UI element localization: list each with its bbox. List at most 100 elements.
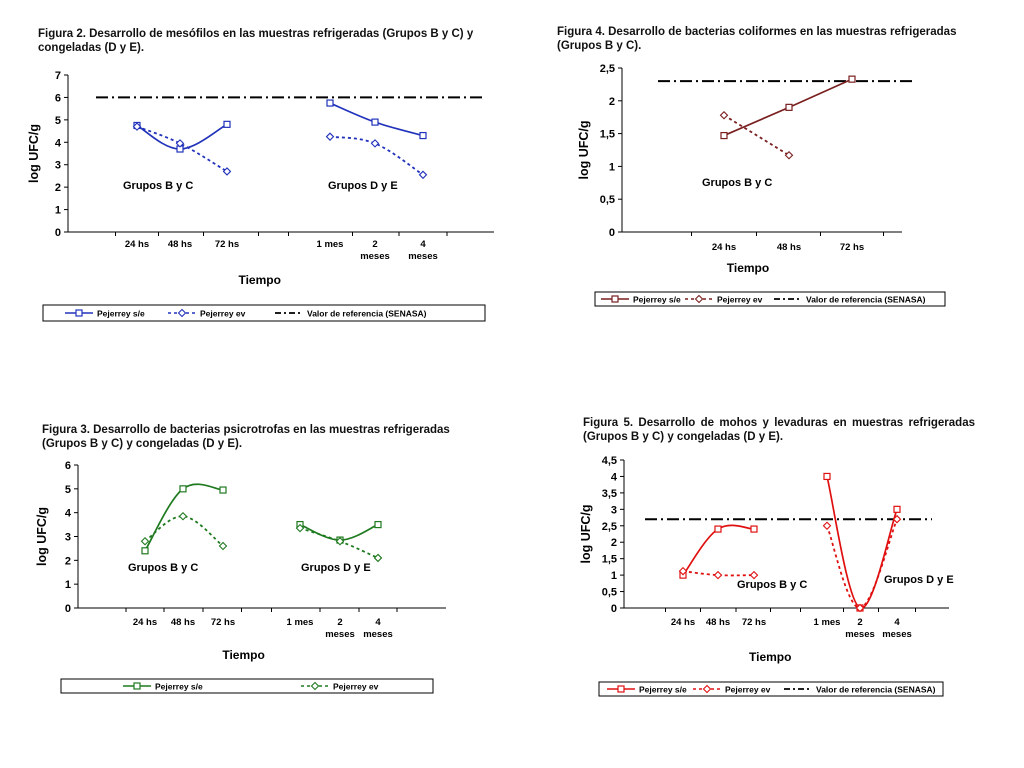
- data-point-ev: [418, 170, 428, 180]
- x-tick-label: 4: [894, 617, 900, 628]
- y-tick-label: 0: [55, 227, 61, 239]
- x-tick-label: 4: [420, 239, 426, 250]
- x-tick-label: 48 hs: [777, 242, 801, 253]
- legend-label: Pejerrey s/e: [155, 682, 203, 692]
- y-tick-label: 6: [55, 92, 61, 104]
- data-point-se: [823, 472, 831, 481]
- x-tick-label: meses: [363, 629, 393, 640]
- data-point-ev: [855, 603, 865, 613]
- legend-label: Pejerrey s/e: [97, 309, 145, 319]
- series-line-ev: [723, 114, 790, 157]
- chart-figure-5: 0 0,5 1 1,5 2 2,5 3 3,5 4 4,5 24 hs 48 hs 72 hs 1 mes…: [579, 455, 954, 697]
- y-tick-label: 1: [55, 205, 61, 217]
- y-tick-label: 2: [609, 96, 615, 108]
- x-tick-label: 1 mes: [287, 617, 314, 628]
- y-tick-label: 1,5: [600, 129, 615, 141]
- chart-figure-4: 0 0,5 1 1,5 2 2,5 24 hs 48 hs 72 hs Tiempo log UFC…: [577, 63, 946, 307]
- y-tick-label: 2: [611, 537, 617, 549]
- data-point-se: [223, 120, 231, 128]
- x-tick-label: 72 hs: [840, 242, 864, 253]
- data-point-ev: [749, 570, 759, 580]
- group-label: Grupos B y C: [123, 180, 193, 192]
- x-tick-label: 24 hs: [671, 617, 695, 628]
- group-label: Grupos D y E: [328, 180, 398, 192]
- legend-label: Pejerrey ev: [333, 682, 379, 692]
- y-tick-label: 7: [55, 70, 61, 82]
- x-tick-label: 72 hs: [215, 239, 239, 250]
- legend-label: Valor de referencia (SENASA): [307, 309, 427, 319]
- x-tick-label: 48 hs: [168, 239, 192, 250]
- data-point-se: [720, 131, 728, 140]
- x-tick-label: 48 hs: [171, 617, 195, 628]
- legend-box: [594, 291, 946, 307]
- x-tick-label: 72 hs: [742, 617, 766, 628]
- series-line-se: [826, 476, 898, 609]
- data-point-se: [141, 547, 149, 555]
- y-axis-title: log UFC/g: [35, 507, 49, 566]
- y-axis-title: log UFC/g: [27, 124, 41, 183]
- data-point-ev: [719, 110, 729, 120]
- y-tick-label: 0: [611, 603, 617, 615]
- group-label: Grupos B y C: [702, 177, 772, 189]
- group-label: Grupos B y C: [128, 562, 198, 574]
- group-label: Grupos D y E: [884, 574, 954, 586]
- data-point-ev: [822, 521, 832, 531]
- data-point-ev: [132, 122, 142, 131]
- data-point-ev: [175, 139, 185, 148]
- y-axis-title: log UFC/g: [579, 504, 593, 563]
- legend-swatch-marker: [694, 294, 704, 304]
- y-tick-label: 6: [65, 460, 71, 472]
- legend-swatch-marker: [617, 685, 625, 693]
- legend-label: Pejerrey ev: [717, 295, 763, 305]
- data-point-se: [371, 118, 379, 126]
- legend-label: Pejerrey s/e: [633, 295, 681, 305]
- y-tick-label: 4: [55, 137, 62, 149]
- group-label: Grupos D y E: [301, 562, 371, 574]
- legend-swatch-marker: [177, 308, 187, 318]
- y-tick-label: 4: [611, 471, 618, 483]
- data-point-se: [714, 525, 722, 533]
- data-point-ev: [370, 139, 380, 148]
- y-tick-label: 3: [611, 504, 617, 516]
- caption-figure-3: Figura 3. Desarrollo de bacterias psicro…: [42, 424, 450, 450]
- legend-box: [60, 678, 434, 694]
- x-tick-label: meses: [408, 251, 438, 262]
- data-point-ev: [222, 167, 232, 176]
- legend-swatch-marker: [611, 295, 619, 303]
- data-point-ev: [178, 511, 188, 521]
- data-point-ev: [892, 514, 902, 524]
- y-tick-label: 2: [55, 182, 61, 194]
- x-axis-title: Tiempo: [727, 261, 769, 275]
- y-tick-label: 2: [65, 555, 71, 567]
- data-point-ev: [335, 536, 345, 546]
- x-tick-label: 2: [372, 239, 377, 250]
- legend-label: Valor de referencia (SENASA): [816, 685, 936, 695]
- x-tick-label: 48 hs: [706, 617, 730, 628]
- y-tick-label: 3: [55, 160, 61, 172]
- data-point-ev: [325, 132, 335, 141]
- x-tick-label: meses: [845, 629, 875, 640]
- x-tick-label: 24 hs: [712, 242, 736, 253]
- y-tick-label: 1: [65, 579, 71, 591]
- y-tick-label: 2,5: [600, 63, 615, 75]
- x-tick-label: 24 hs: [133, 617, 157, 628]
- data-point-ev: [713, 570, 723, 580]
- x-axis-title: Tiempo: [238, 273, 280, 287]
- data-point-se: [419, 131, 427, 140]
- x-tick-label: meses: [325, 629, 355, 640]
- y-axis-title: log UFC/g: [577, 120, 591, 179]
- y-tick-label: 4,5: [602, 455, 617, 467]
- y-tick-label: 4: [65, 508, 72, 520]
- group-label: Grupos B y C: [737, 579, 807, 591]
- y-tick-label: 0: [65, 603, 71, 615]
- y-tick-label: 2,5: [602, 521, 617, 533]
- legend-label: Pejerrey s/e: [639, 685, 687, 695]
- x-tick-label: 1 mes: [317, 239, 344, 250]
- y-tick-label: 3,5: [602, 488, 617, 500]
- x-tick-label: meses: [360, 251, 390, 262]
- series-line-se: [682, 524, 755, 576]
- series-line-ev: [682, 570, 755, 577]
- legend-swatch-marker: [702, 684, 712, 694]
